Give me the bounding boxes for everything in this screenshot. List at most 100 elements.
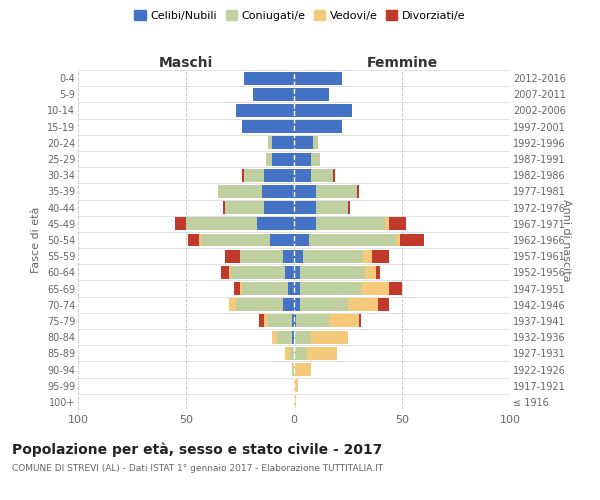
Bar (356, 185, 359, 198)
Bar (294, 88, 329, 101)
Bar (294, 104, 352, 117)
Text: COMUNE DI STREVI (AL) - Dati ISTAT 1° gennaio 2017 - Elaborazione TUTTITALIA.IT: COMUNE DI STREVI (AL) - Dati ISTAT 1° ge… (12, 464, 383, 473)
Bar (294, 72, 341, 85)
Bar (294, 298, 301, 311)
Bar (225, 201, 264, 214)
Bar (272, 152, 294, 166)
Bar (201, 234, 270, 246)
Bar (294, 330, 311, 344)
Bar (272, 330, 277, 344)
Y-axis label: Fasce di età: Fasce di età (31, 207, 41, 273)
Bar (294, 185, 316, 198)
Bar (233, 282, 240, 295)
Bar (242, 120, 294, 133)
Bar (268, 136, 272, 149)
Bar (264, 169, 294, 181)
Bar (240, 282, 242, 295)
Bar (186, 218, 257, 230)
Bar (292, 314, 294, 328)
Bar (262, 185, 294, 198)
Bar (259, 314, 264, 328)
Bar (277, 330, 292, 344)
Bar (266, 152, 272, 166)
Bar (301, 298, 348, 311)
Bar (294, 201, 316, 214)
Bar (244, 72, 294, 85)
Bar (240, 250, 283, 262)
Bar (264, 314, 268, 328)
Bar (294, 347, 307, 360)
Bar (264, 201, 294, 214)
Bar (333, 169, 335, 181)
Bar (348, 298, 378, 311)
Text: Popolazione per età, sesso e stato civile - 2017: Popolazione per età, sesso e stato civil… (12, 442, 382, 457)
Bar (272, 136, 294, 149)
Bar (218, 185, 262, 198)
Bar (229, 266, 232, 279)
Bar (283, 298, 294, 311)
Bar (242, 169, 244, 181)
Bar (236, 104, 294, 117)
Bar (400, 234, 424, 246)
Bar (257, 218, 294, 230)
Bar (290, 347, 294, 360)
Bar (225, 250, 240, 262)
Bar (329, 314, 359, 328)
Bar (294, 282, 301, 295)
Bar (229, 298, 236, 311)
Bar (395, 234, 400, 246)
Bar (385, 218, 389, 230)
Bar (294, 379, 298, 392)
Bar (372, 250, 389, 262)
Bar (361, 282, 389, 295)
Bar (363, 250, 372, 262)
Bar (365, 266, 376, 279)
Bar (223, 201, 225, 214)
Bar (268, 314, 292, 328)
Bar (294, 136, 313, 149)
Legend: Celibi/Nubili, Coniugati/e, Vedovi/e, Divorziati/e: Celibi/Nubili, Coniugati/e, Vedovi/e, Di… (132, 8, 468, 23)
Bar (307, 347, 337, 360)
Bar (286, 266, 294, 279)
Bar (301, 282, 361, 295)
Bar (294, 234, 309, 246)
Bar (188, 234, 199, 246)
Text: Femmine: Femmine (367, 56, 437, 70)
Bar (302, 250, 363, 262)
Bar (311, 330, 348, 344)
Bar (283, 250, 294, 262)
Bar (294, 314, 296, 328)
Bar (316, 201, 348, 214)
Bar (232, 266, 286, 279)
Bar (359, 314, 361, 328)
Bar (294, 152, 311, 166)
Bar (294, 266, 301, 279)
Bar (253, 88, 294, 101)
Bar (175, 218, 186, 230)
Bar (301, 266, 365, 279)
Bar (389, 282, 402, 295)
Bar (296, 314, 329, 328)
Y-axis label: Anni di nascita: Anni di nascita (561, 198, 571, 281)
Bar (309, 234, 395, 246)
Bar (316, 185, 356, 198)
Bar (313, 136, 318, 149)
Bar (244, 169, 264, 181)
Bar (286, 347, 290, 360)
Bar (348, 201, 350, 214)
Bar (242, 282, 287, 295)
Bar (287, 282, 294, 295)
Bar (294, 218, 316, 230)
Bar (294, 396, 296, 408)
Bar (292, 330, 294, 344)
Bar (199, 234, 201, 246)
Bar (292, 363, 294, 376)
Text: Maschi: Maschi (159, 56, 213, 70)
Bar (389, 218, 406, 230)
Bar (294, 363, 311, 376)
Bar (376, 266, 380, 279)
Bar (294, 169, 311, 181)
Bar (311, 169, 333, 181)
Bar (221, 266, 229, 279)
Bar (316, 218, 385, 230)
